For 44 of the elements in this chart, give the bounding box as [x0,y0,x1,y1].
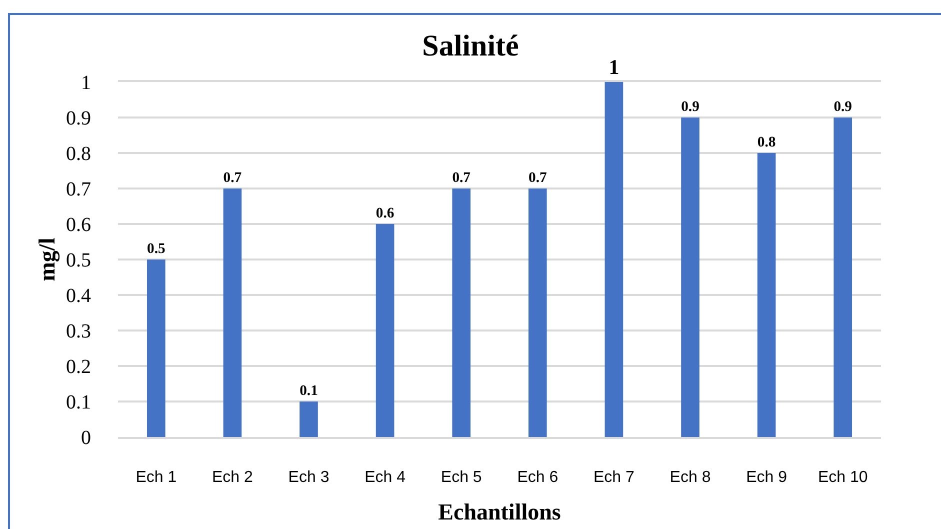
x-tick-label: Ech 10 [818,469,868,486]
x-tick-label: Ech 1 [136,469,177,486]
y-tick-label: 0.7 [66,178,91,200]
bar [300,402,318,437]
x-tick-label: Ech 2 [212,469,254,486]
x-axis-title: Echantillons [438,499,561,524]
x-tick-label: Ech 4 [364,469,406,486]
y-tick-label: 0.6 [66,214,91,236]
data-label: 0.7 [223,170,242,186]
bar [681,118,700,437]
y-tick-label: 0.5 [66,250,91,272]
data-label: 0.9 [681,99,700,116]
y-tick-label: 0 [81,427,91,449]
bar [223,188,242,437]
x-tick-label: Ech 9 [746,469,788,486]
y-tick-label: 0.9 [66,108,91,130]
chart-title: Salinité [422,30,519,62]
x-tick-label: Ech 5 [440,469,482,486]
y-tick-label: 0.1 [66,392,91,414]
x-tick-label: Ech 6 [517,469,558,486]
y-tick-label: 1 [81,72,91,94]
bar [528,188,547,437]
x-tick-label: Ech 8 [670,469,711,486]
y-axis-title: mg/l [34,238,60,282]
data-label: 0.5 [146,241,166,258]
data-label: 0.7 [528,170,547,186]
y-tick-label: 0.2 [66,356,91,378]
data-label: 0.1 [300,383,318,400]
data-label: 0.9 [834,99,852,116]
x-tick-label: Ech 7 [593,469,635,486]
data-label: 0.8 [757,134,776,151]
y-tick-label: 0.3 [66,320,91,342]
bar [376,224,394,437]
bar [452,188,471,437]
y-tick-label: 0.8 [66,143,91,165]
x-tick-label: Ech 3 [288,469,330,486]
data-label: 0.7 [452,170,471,186]
data-label: 0.6 [376,206,394,222]
y-tick-label: 0.4 [66,285,91,307]
bar [757,153,776,437]
data-label: 1 [608,55,620,79]
bar [834,118,852,437]
bar [146,260,166,437]
bar [604,82,624,437]
